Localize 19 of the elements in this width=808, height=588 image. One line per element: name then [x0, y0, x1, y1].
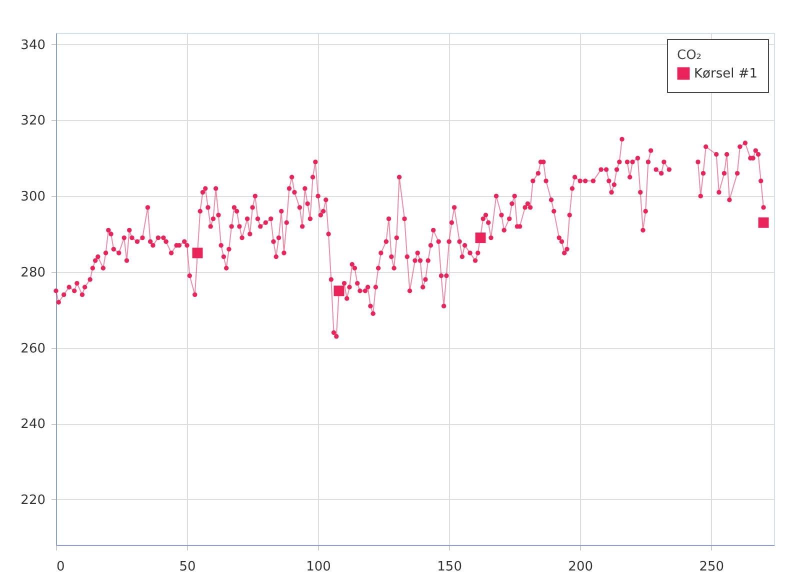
x-tick-label: 200: [568, 560, 593, 574]
x-tick-label: 150: [437, 560, 462, 574]
y-tick-label: 320: [20, 114, 46, 129]
y-tick-label: 220: [20, 492, 46, 508]
point: [475, 232, 486, 244]
y-tick-label: 240: [20, 417, 46, 432]
x-tick-label: 50: [179, 560, 196, 574]
y-tick-label: 300: [20, 190, 46, 205]
legend-label: Kørsel #1: [694, 66, 758, 82]
point: [758, 217, 769, 228]
legend-title: CO₂: [677, 48, 702, 63]
y-tick-label: 280: [20, 265, 46, 280]
x-tick-label: 100: [306, 560, 331, 574]
x-tick-label: 250: [699, 560, 724, 574]
y-tick-label: 340: [20, 38, 46, 53]
point: [334, 286, 344, 296]
point: [192, 248, 203, 258]
y-tick-label: 260: [20, 341, 46, 356]
x-tick-label: 0: [56, 560, 65, 574]
